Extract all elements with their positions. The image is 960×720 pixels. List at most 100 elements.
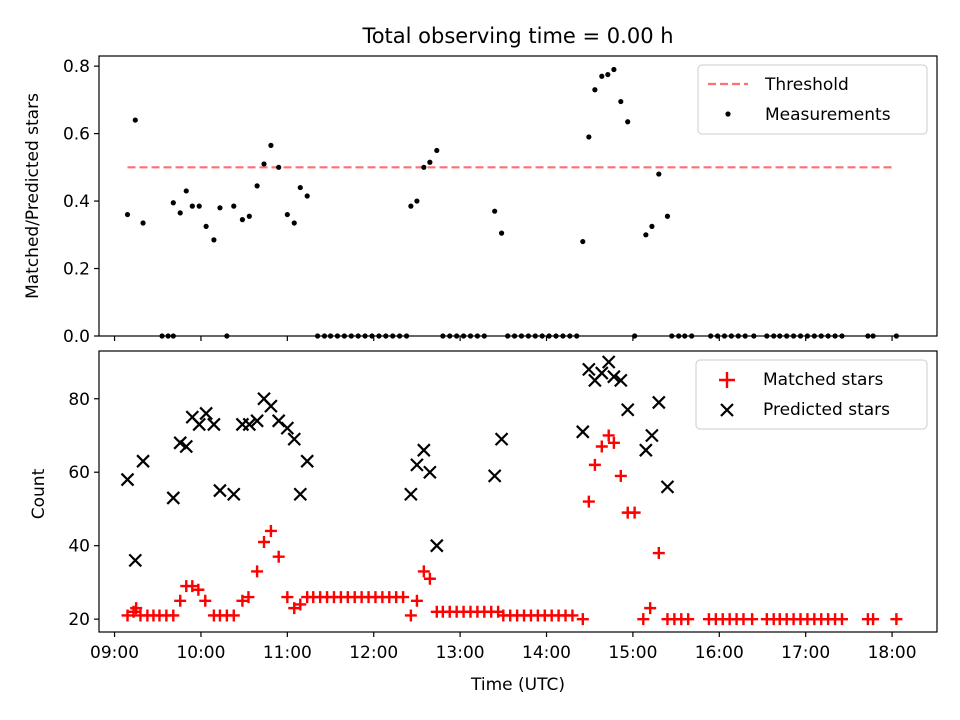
predicted-star-point [652,395,666,410]
count-y-axis-label: Count [29,468,49,519]
matched-star-point [423,572,436,585]
matched-star-point [576,613,589,626]
matched-star-point [236,594,249,607]
measurement-point [643,232,649,238]
matched-star-point [607,436,620,449]
predicted-star-point [287,432,302,446]
predicted-star-point [607,369,621,384]
ratio-plot-area [124,66,899,339]
predicted-star-point [250,414,264,428]
predicted-star-point [576,425,590,439]
predicted-star-point [660,480,675,494]
matched-legend-swatch [719,372,735,388]
ratio-axes: 0.0 0.2 0.4 0.6 0.8 [63,57,893,347]
measurement-point [183,188,189,194]
matched-star-point [251,565,264,578]
measurement-point [408,203,414,209]
x-tick-label: 18:00 [868,643,917,663]
count-plot-area [120,355,903,626]
predicted-star-point [601,355,616,369]
matched-star-point [682,613,695,626]
measurement-point [599,73,605,79]
predicted-star-point [207,417,221,432]
predicted-star-point [645,428,659,443]
measurement-point [268,142,274,148]
measurement-point [498,230,505,236]
matched-star-point [628,506,641,519]
measurement-point [421,164,427,170]
matched-star-point [174,594,187,607]
matched-star-point [397,591,410,604]
measurement-point [170,200,176,206]
x-tick-label: 09:00 [90,643,139,663]
matched-star-point [121,609,134,622]
matched-star-point [588,458,601,471]
matched-star-point [566,609,579,622]
x-tick-label: 12:00 [349,643,398,663]
matched-star-point [242,591,255,604]
measurement-point [297,184,303,191]
threshold-legend-label: Threshold [764,75,849,95]
predicted-star-point [213,483,227,498]
measurement-point [656,171,662,177]
predicted-star-point [226,487,241,502]
matched-star-point [264,524,277,537]
predicted-star-point [128,553,143,568]
measurement-point [189,203,195,209]
predicted-star-point [639,443,653,457]
measurement-point [434,147,440,154]
predicted-star-point [410,458,424,472]
measurements-legend-label: Measurements [765,105,891,125]
predicted-star-point [264,399,278,413]
predicted-star-point [620,402,635,417]
measurement-point [140,220,146,226]
matched-star-point [867,613,880,626]
measurement-point [580,238,586,245]
predicted-star-point [242,417,257,432]
measurement-point [231,203,237,209]
measurement-point [291,220,297,226]
matched-star-point [167,609,180,622]
measurement-point [492,208,498,214]
measurement-point [618,98,624,105]
measurement-point [276,164,282,170]
matched-star-point [186,580,199,593]
y-tick-label: 0.6 [63,125,90,145]
measurement-point [246,213,252,219]
matched-legend-label: Matched stars [763,370,883,390]
y-tick-label: 20 [68,610,90,630]
measurement-point [414,198,420,204]
count-legend-box [695,359,928,430]
matched-star-point [272,550,285,563]
matched-star-point [258,536,271,549]
matched-star-point [644,602,657,615]
matched-star-point [404,609,417,622]
x-tick-label: 11:00 [263,643,312,663]
measurement-point [304,193,310,199]
y-tick-label: 0.4 [63,192,90,212]
matched-star-point [288,602,301,615]
matched-star-point [637,613,650,626]
predicted-star-point [494,432,509,446]
measurements-legend-swatch [725,111,731,117]
measurement-point [427,159,433,165]
measurement-point [611,66,617,73]
matched-star-point [199,594,212,607]
matched-star-point [595,440,608,453]
predicted-star-point [173,436,187,450]
x-tick-label: 13:00 [436,643,485,663]
predicted-star-point [614,373,628,388]
matched-star-point [294,598,307,611]
measurement-point [625,119,631,125]
measurement-point [211,237,217,243]
predicted-star-point [300,454,314,468]
count-legend: Matched stars Predicted stars [695,359,928,430]
measurement-point [132,117,138,123]
predicted-legend-label: Predicted stars [763,400,890,420]
y-tick-label: 0.2 [63,260,90,280]
count-panel: 09:00 10:00 11:00 12:00 13:00 14:00 15:00 16:00… [29,350,938,695]
measurement-point [124,211,131,218]
predicted-star-point [487,469,502,483]
matched-star-point [835,613,848,626]
ratio-y-axis-label: Matched/Predicted stars [23,93,43,299]
